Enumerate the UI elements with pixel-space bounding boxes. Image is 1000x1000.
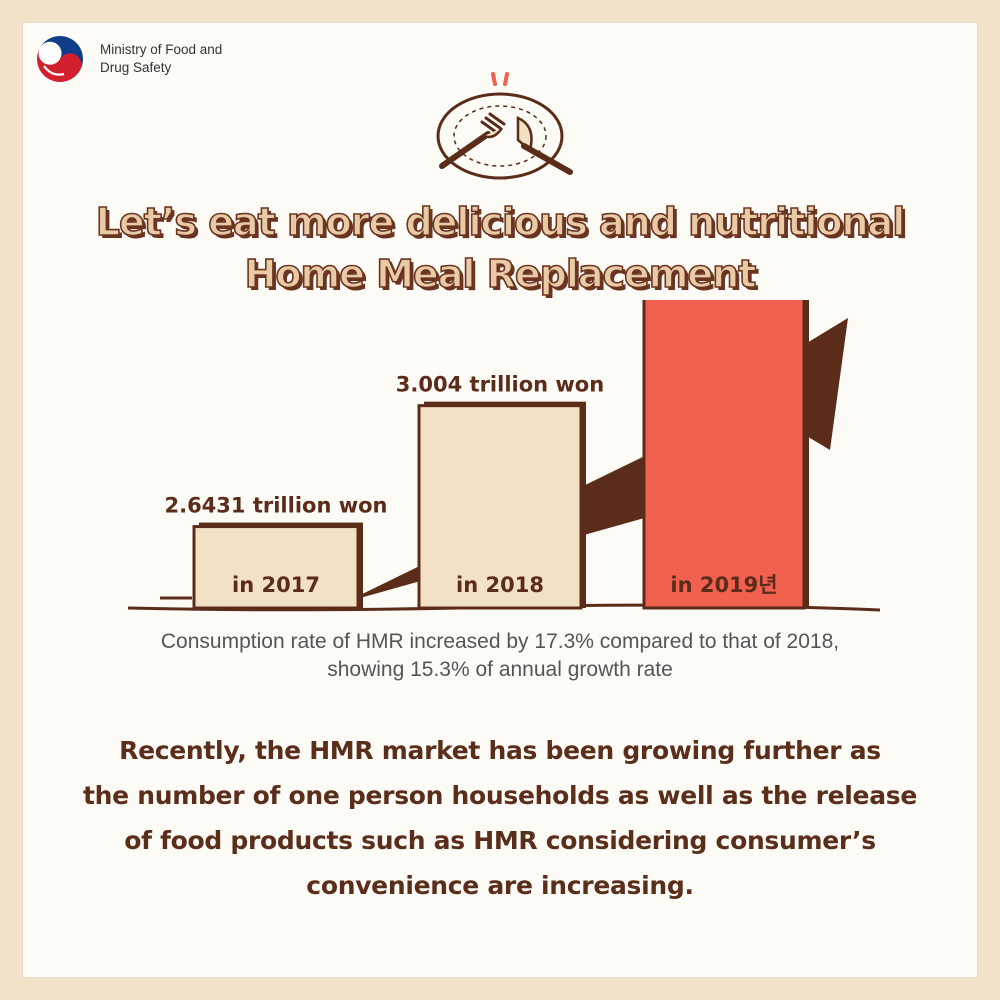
ministry-logo: Ministry of Food and Drug Safety <box>34 33 222 85</box>
plate-fork-knife-icon <box>436 72 573 180</box>
headline-line1: Let’s eat more delicious and nutritional <box>95 199 906 245</box>
body-line1: Recently, the HMR market has been growin… <box>119 736 881 765</box>
bar-category-label-2: in 2018 <box>456 573 544 597</box>
bar-3 <box>642 300 806 610</box>
body-line3: of food products such as HMR considering… <box>124 826 876 855</box>
hmr-bar-chart: in 2017 2.6431 trillion won in 2018 3.004 t… <box>127 300 881 612</box>
org-name-line1: Ministry of Food and <box>100 42 223 57</box>
headline-line2: Home Meal Replacement <box>244 251 757 297</box>
bar-value-label-1: 2.6431 trillion won <box>164 494 387 518</box>
body-line2: the number of one person households as w… <box>82 781 918 810</box>
caption-line1: Consumption rate of HMR increased by 17.… <box>160 630 840 653</box>
bar-2 <box>417 404 583 610</box>
bar-value-label-2: 3.004 trillion won <box>396 373 604 397</box>
body-line4: convenience are increasing. <box>306 871 694 900</box>
body-paragraph: Recently, the HMR market has been growin… <box>60 728 940 908</box>
korea-government-taegeuk-icon <box>35 34 85 84</box>
chart-caption: Consumption rate of HMR increased by 17.… <box>0 628 1000 684</box>
bar-category-label-1: in 2017 <box>232 573 320 597</box>
org-name-line2: Drug Safety <box>100 60 172 75</box>
caption-line2: showing 15.3% of annual growth rate <box>327 658 673 681</box>
bar-category-label-3: in 2019년 <box>670 573 777 597</box>
bar-1 <box>192 525 360 610</box>
headline: Let’s eat more delicious and nutritional… <box>0 196 1000 300</box>
